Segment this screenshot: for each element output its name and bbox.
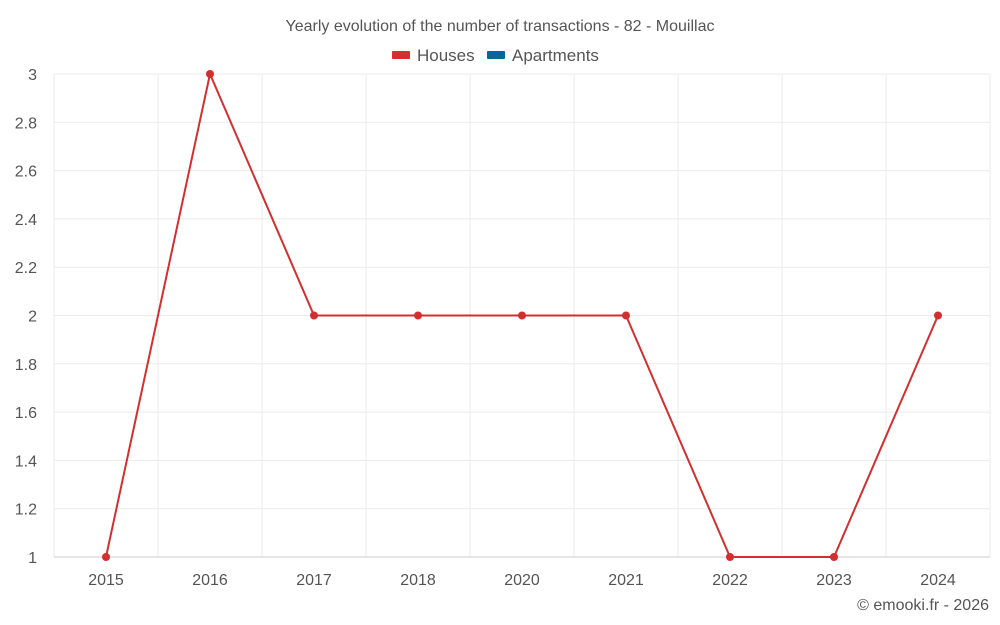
legend-label-houses: Houses (417, 46, 475, 65)
legend-item-houses[interactable]: Houses (392, 46, 475, 65)
x-axis-labels: 2015 2016 2017 2018 2020 2021 2022 2023 2024 (88, 572, 956, 589)
x-tick-label: 2015 (88, 572, 124, 589)
data-point-houses[interactable] (414, 311, 422, 320)
y-tick-label: 1.6 (15, 405, 37, 422)
x-tick-label: 2022 (712, 572, 748, 589)
data-point-houses[interactable] (934, 311, 942, 320)
x-tick-label: 2016 (192, 572, 228, 589)
x-tick-label: 2020 (504, 572, 540, 589)
y-tick-label: 1 (28, 550, 37, 567)
y-tick-label: 2.6 (15, 164, 37, 181)
data-point-houses[interactable] (310, 311, 318, 320)
legend-item-apartments[interactable]: Apartments (487, 46, 599, 65)
data-point-houses[interactable] (622, 311, 630, 320)
legend: Houses Apartments (392, 46, 599, 65)
y-tick-label: 2 (28, 309, 37, 326)
series (102, 70, 942, 561)
data-point-houses[interactable] (830, 553, 838, 561)
data-point-houses[interactable] (518, 311, 526, 320)
y-tick-label: 3 (28, 67, 37, 84)
y-tick-label: 1.8 (15, 357, 37, 374)
x-tick-label: 2023 (816, 572, 852, 589)
y-tick-label: 1.4 (15, 453, 37, 470)
x-tick-label: 2017 (296, 572, 332, 589)
chart-title: Yearly evolution of the number of transa… (286, 18, 715, 35)
x-tick-label: 2018 (400, 572, 436, 589)
data-point-houses[interactable] (726, 553, 734, 561)
credit-text: © emooki.fr - 2026 (857, 597, 989, 614)
y-tick-label: 2.4 (15, 212, 37, 229)
data-point-houses[interactable] (206, 70, 214, 78)
data-point-houses[interactable] (102, 553, 110, 561)
legend-label-apartments: Apartments (512, 46, 599, 65)
y-tick-label: 2.2 (15, 260, 37, 277)
x-tick-label: 2024 (920, 572, 956, 589)
y-axis-labels: 1 1.2 1.4 1.6 1.8 2 2.2 2.4 2.6 2.8 3 (15, 67, 37, 567)
x-tick-label: 2021 (608, 572, 644, 589)
y-tick-label: 1.2 (15, 502, 37, 519)
legend-swatch-houses (392, 51, 410, 59)
legend-swatch-apartments (487, 51, 505, 59)
y-tick-label: 2.8 (15, 115, 37, 132)
